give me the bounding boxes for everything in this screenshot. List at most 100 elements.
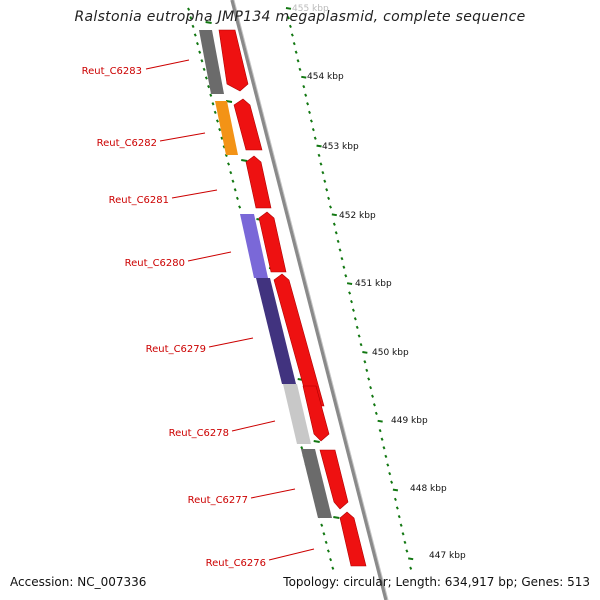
gene-arrows: [218, 29, 367, 567]
scale-labels: 455 kbp 454 kbp 453 kbp 452 kbp 451 kbp …: [292, 4, 466, 561]
scale-minor-tick: [332, 222, 336, 226]
cog-block-reut-c6279[interactable]: [256, 278, 296, 384]
cog-block-reut-c6278[interactable]: [283, 384, 311, 444]
scale-major-tick: [392, 488, 399, 492]
scale-minor-tick: [388, 471, 392, 476]
gene-arrow-reut-c6282[interactable]: [233, 98, 263, 151]
scale-label: 451 kbp: [355, 279, 392, 289]
scale-major-tick: [205, 21, 212, 24]
scale-minor-tick: [323, 179, 327, 183]
gene-label-reut-c6280[interactable]: Reut_C6280: [125, 258, 185, 269]
scale-minor-tick: [238, 205, 242, 209]
scale-minor-tick: [191, 24, 195, 29]
gene-leader-line: [159, 132, 206, 142]
cog-block-reut-c6277[interactable]: [301, 449, 332, 518]
scale-label: 455 kbp: [292, 4, 329, 14]
gene-arrow-reut-c6278[interactable]: [302, 385, 330, 442]
gene-leader-line: [145, 59, 190, 70]
scale-minor-tick: [189, 16, 193, 20]
scale-minor-tick: [367, 377, 371, 381]
scale-minor-tick: [288, 24, 292, 29]
scale-minor-tick: [382, 446, 386, 450]
scale-minor-tick: [371, 394, 375, 398]
cog-blocks: [199, 30, 332, 518]
scale-minor-tick: [290, 33, 294, 37]
scale-major-tick: [301, 75, 307, 79]
scale-minor-tick: [218, 127, 222, 132]
scale-minor-tick: [390, 480, 394, 484]
scale-minor-tick: [227, 162, 231, 166]
gene-label-reut-c6283[interactable]: Reut_C6283: [82, 66, 142, 77]
scale-minor-tick: [304, 93, 308, 97]
scale-minor-tick: [357, 334, 361, 338]
scale-minor-tick: [331, 566, 335, 570]
scale-minor-tick: [200, 59, 204, 63]
scale-minor-tick: [198, 50, 202, 54]
scale-minor-tick: [287, 16, 291, 20]
scale-minor-tick: [399, 523, 403, 527]
gene-arrow-reut-c6283[interactable]: [218, 29, 249, 92]
scale-minor-tick: [322, 532, 326, 536]
scale-minor-tick: [350, 299, 354, 304]
scale-minor-tick: [403, 540, 407, 545]
scale-minor-tick: [372, 403, 376, 407]
scale-major-tick: [362, 351, 368, 354]
gene-leader-line: [171, 189, 218, 199]
cog-block-reut-c6283[interactable]: [199, 30, 224, 94]
cog-block-reut-c6280[interactable]: [240, 214, 268, 278]
scale-minor-tick: [336, 239, 340, 244]
scale-major-tick: [285, 7, 292, 10]
scale-minor-tick: [395, 506, 399, 510]
scale-minor-tick: [363, 360, 367, 364]
gene-label-reut-c6281[interactable]: Reut_C6281: [109, 195, 169, 206]
scale-minor-tick: [300, 446, 304, 450]
scale-minor-tick: [195, 41, 199, 46]
scale-minor-tick: [348, 291, 352, 295]
gene-arrow-reut-c6276[interactable]: [339, 511, 367, 567]
scale-minor-tick: [209, 93, 213, 97]
scale-minor-tick: [334, 231, 338, 235]
gene-arrow-reut-c6277[interactable]: [319, 449, 349, 510]
scale-minor-tick: [329, 205, 333, 209]
scale-minor-tick: [397, 514, 401, 519]
scale-minor-tick: [311, 127, 315, 132]
scale-label: 452 kbp: [339, 211, 376, 221]
gene-label-reut-c6277[interactable]: Reut_C6277: [188, 495, 248, 506]
accession-text: Accession: NC_007336: [10, 575, 147, 589]
genome-summary-text: Topology: circular; Length: 634,917 bp; …: [283, 575, 590, 589]
gene-label-reut-c6282[interactable]: Reut_C6282: [97, 138, 157, 149]
scale-minor-tick: [292, 41, 296, 46]
sequence-backbone: [230, 0, 388, 600]
gene-label-reut-c6278[interactable]: Reut_C6278: [169, 428, 229, 439]
scale-minor-tick: [320, 523, 324, 527]
cog-block-reut-c6282[interactable]: [215, 101, 238, 155]
scale-minor-tick: [231, 179, 235, 183]
scale-minor-tick: [378, 428, 382, 433]
scale-minor-tick: [340, 256, 344, 261]
gene-arrow-reut-c6279[interactable]: [273, 273, 325, 407]
scale-minor-tick: [365, 368, 369, 373]
scale-minor-tick: [353, 317, 357, 321]
gene-leader-line: [268, 548, 315, 561]
scale-label: 448 kbp: [410, 484, 447, 494]
scale-minor-tick: [207, 84, 211, 89]
gene-leader-line: [250, 488, 296, 499]
scale-minor-tick: [327, 196, 331, 201]
scale-minor-tick: [359, 342, 363, 347]
scale-minor-tick: [405, 549, 409, 553]
scale-label: 447 kbp: [429, 551, 466, 561]
scale-minor-tick: [325, 188, 329, 192]
scale-major-tick: [316, 144, 322, 148]
gene-label-reut-c6276[interactable]: Reut_C6276: [206, 558, 266, 569]
scale-minor-tick: [306, 102, 310, 106]
gene-arrow-reut-c6281[interactable]: [245, 155, 272, 209]
scale-minor-tick: [344, 274, 348, 278]
gene-label-reut-c6279[interactable]: Reut_C6279: [146, 344, 206, 355]
gene-arrow-reut-c6280[interactable]: [258, 211, 287, 273]
scale-minor-tick: [321, 170, 325, 175]
scale-minor-tick: [213, 110, 217, 115]
scale-minor-tick: [220, 136, 224, 140]
scale-minor-tick: [294, 50, 298, 54]
scale-major-tick: [346, 282, 353, 285]
